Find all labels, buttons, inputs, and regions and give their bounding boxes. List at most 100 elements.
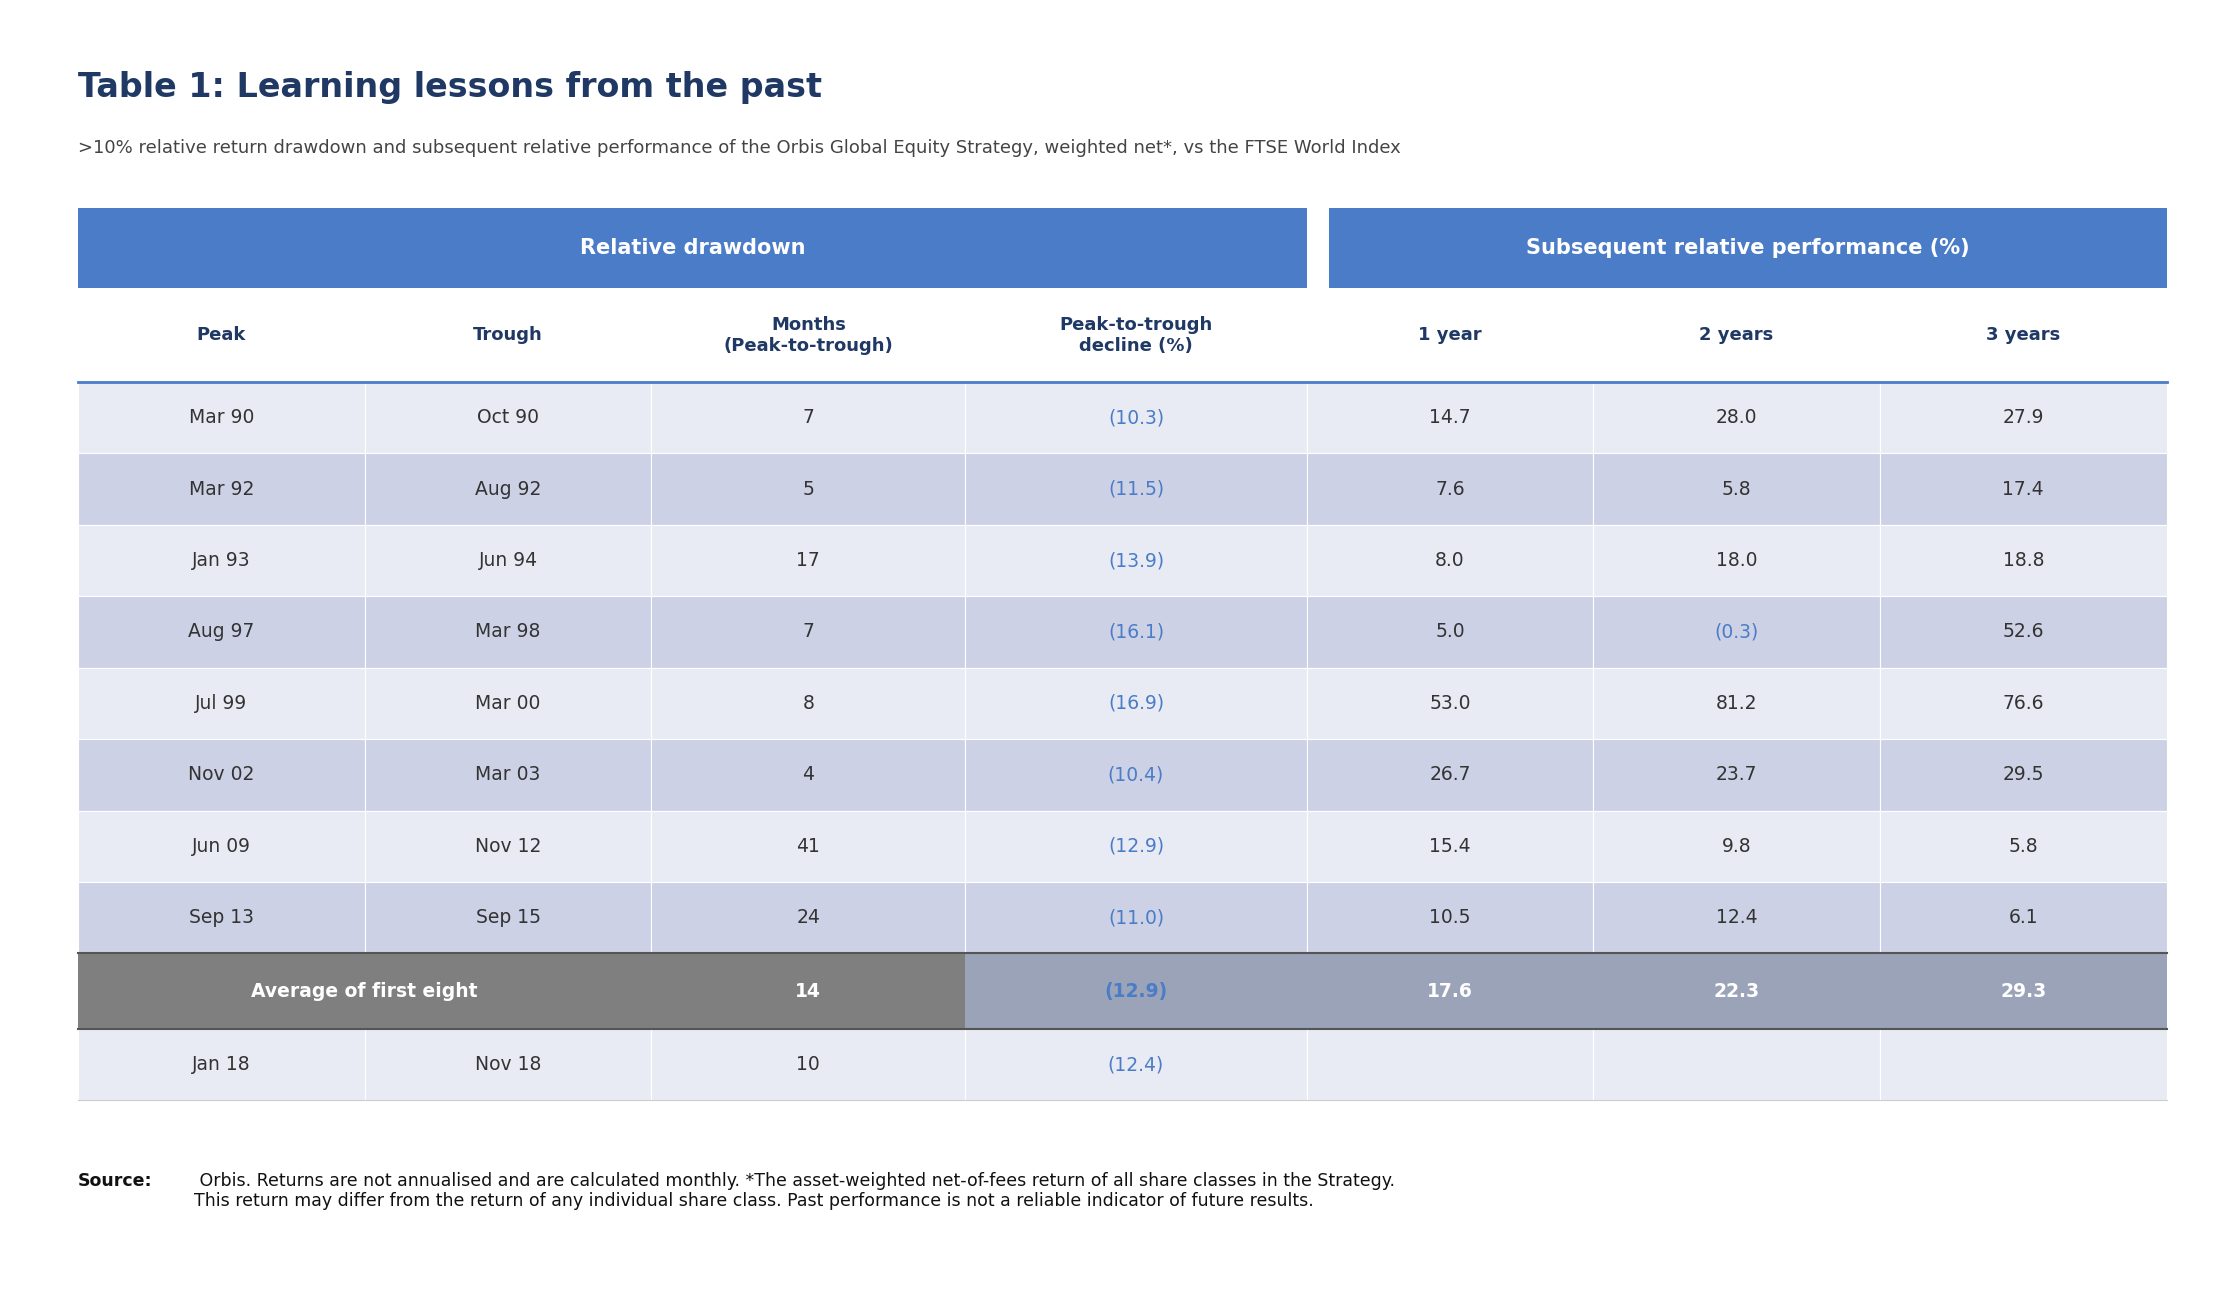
- Bar: [651, 596, 965, 668]
- Bar: [965, 596, 1306, 668]
- Text: 7: 7: [802, 622, 814, 642]
- Text: 28.0: 28.0: [1716, 408, 1756, 427]
- Bar: [965, 882, 1306, 953]
- Text: 76.6: 76.6: [2002, 694, 2044, 713]
- Bar: [651, 1029, 965, 1100]
- Text: Aug 92: Aug 92: [475, 479, 542, 499]
- Bar: [366, 288, 651, 382]
- Text: (0.3): (0.3): [1714, 622, 1759, 642]
- Text: Jan 93: Jan 93: [192, 551, 250, 570]
- Text: Jul 99: Jul 99: [196, 694, 247, 713]
- Text: Mar 03: Mar 03: [475, 765, 542, 785]
- Bar: [1879, 953, 2167, 1029]
- Bar: [651, 882, 965, 953]
- Text: 18.8: 18.8: [2002, 551, 2044, 570]
- Text: (11.5): (11.5): [1108, 479, 1164, 499]
- Text: Source:: Source:: [78, 1172, 152, 1190]
- Bar: [1594, 668, 1879, 739]
- Text: 8.0: 8.0: [1435, 551, 1464, 570]
- Bar: [366, 811, 651, 882]
- Bar: [1306, 953, 1594, 1029]
- Text: 29.3: 29.3: [1999, 982, 2046, 1000]
- Bar: [1594, 1029, 1879, 1100]
- Bar: [1306, 668, 1594, 739]
- Bar: [651, 525, 965, 596]
- Bar: [1306, 596, 1594, 668]
- Text: 6.1: 6.1: [2008, 908, 2037, 927]
- Text: Table 1: Learning lessons from the past: Table 1: Learning lessons from the past: [78, 71, 823, 104]
- Bar: [78, 525, 366, 596]
- Bar: [1594, 382, 1879, 453]
- Bar: [1594, 882, 1879, 953]
- Bar: [78, 453, 366, 525]
- Bar: [965, 668, 1306, 739]
- Text: 5: 5: [802, 479, 814, 499]
- Bar: [1594, 596, 1879, 668]
- Bar: [1594, 739, 1879, 811]
- Bar: [366, 1029, 651, 1100]
- Bar: [1328, 208, 2167, 288]
- Bar: [366, 596, 651, 668]
- Bar: [1306, 453, 1594, 525]
- Bar: [366, 382, 651, 453]
- Bar: [965, 453, 1306, 525]
- Bar: [78, 882, 366, 953]
- Text: 14: 14: [796, 982, 820, 1000]
- Text: Orbis. Returns are not annualised and are calculated monthly. *The asset-weighte: Orbis. Returns are not annualised and ar…: [194, 1172, 1395, 1211]
- Text: Nov 18: Nov 18: [475, 1055, 542, 1074]
- Text: 24: 24: [796, 908, 820, 927]
- Bar: [1306, 739, 1594, 811]
- Text: Mar 00: Mar 00: [475, 694, 542, 713]
- Bar: [78, 1029, 366, 1100]
- Text: (12.4): (12.4): [1108, 1055, 1164, 1074]
- Text: (12.9): (12.9): [1103, 982, 1168, 1000]
- Text: Aug 97: Aug 97: [187, 622, 254, 642]
- Bar: [78, 382, 366, 453]
- Bar: [1879, 453, 2167, 525]
- Text: Average of first eight: Average of first eight: [252, 982, 477, 1000]
- Text: >10% relative return drawdown and subsequent relative performance of the Orbis G: >10% relative return drawdown and subseq…: [78, 139, 1400, 157]
- Text: Mar 90: Mar 90: [189, 408, 254, 427]
- Text: 53.0: 53.0: [1429, 694, 1471, 713]
- Bar: [1879, 1029, 2167, 1100]
- Bar: [1594, 453, 1879, 525]
- Bar: [78, 668, 366, 739]
- Text: 8: 8: [802, 694, 814, 713]
- Text: Subsequent relative performance (%): Subsequent relative performance (%): [1527, 238, 1970, 259]
- Text: Trough: Trough: [473, 326, 544, 344]
- Bar: [965, 382, 1306, 453]
- Bar: [1879, 288, 2167, 382]
- Bar: [651, 382, 965, 453]
- Text: 27.9: 27.9: [2002, 408, 2044, 427]
- Bar: [1306, 525, 1594, 596]
- Bar: [1879, 882, 2167, 953]
- Bar: [1594, 811, 1879, 882]
- Bar: [1306, 382, 1594, 453]
- Text: 81.2: 81.2: [1716, 694, 1756, 713]
- Text: 12.4: 12.4: [1716, 908, 1756, 927]
- Bar: [651, 739, 965, 811]
- Bar: [1594, 953, 1879, 1029]
- Text: 7.6: 7.6: [1435, 479, 1464, 499]
- Text: 14.7: 14.7: [1429, 408, 1471, 427]
- Text: Sep 15: Sep 15: [475, 908, 539, 927]
- Bar: [366, 739, 651, 811]
- Text: 1 year: 1 year: [1418, 326, 1482, 344]
- Bar: [1879, 525, 2167, 596]
- Text: 7: 7: [802, 408, 814, 427]
- Text: Sep 13: Sep 13: [189, 908, 254, 927]
- Text: 41: 41: [796, 837, 820, 856]
- Text: 18.0: 18.0: [1716, 551, 1756, 570]
- Bar: [965, 953, 1306, 1029]
- Text: 2 years: 2 years: [1698, 326, 1774, 344]
- Bar: [366, 453, 651, 525]
- Bar: [965, 811, 1306, 882]
- Bar: [78, 596, 366, 668]
- Bar: [78, 208, 1306, 288]
- Bar: [651, 811, 965, 882]
- Bar: [651, 288, 965, 382]
- Text: 29.5: 29.5: [2002, 765, 2044, 785]
- Bar: [651, 953, 965, 1029]
- Bar: [78, 811, 366, 882]
- Bar: [651, 668, 965, 739]
